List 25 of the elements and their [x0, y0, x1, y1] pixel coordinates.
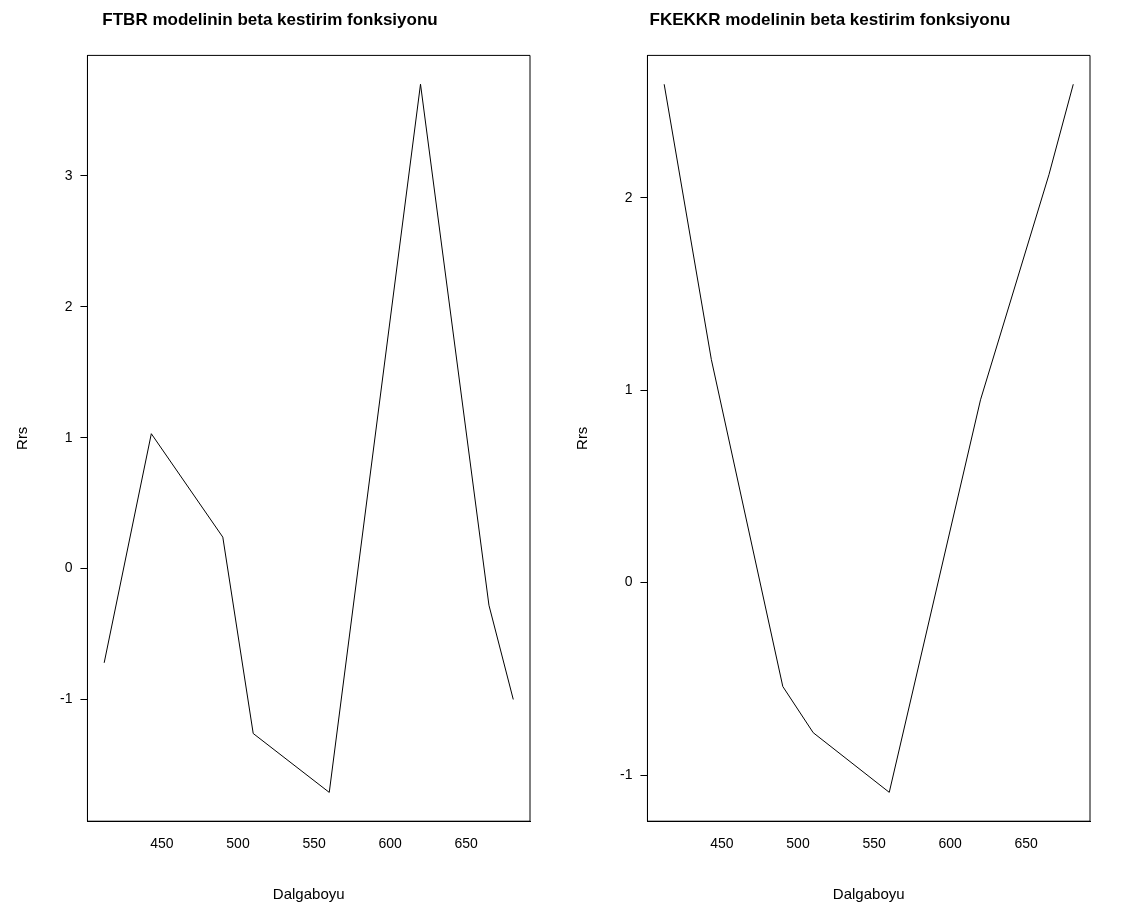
y-tick-label: -1 [620, 765, 633, 782]
x-tick-label: 450 [710, 835, 734, 852]
x-axis-title: Dalgaboyu [272, 885, 345, 903]
x-tick-label: 650 [454, 835, 479, 852]
y-tick-label: 0 [624, 573, 633, 590]
y-tick-label: 3 [64, 166, 73, 183]
y-axis-title: Rrs [13, 426, 31, 450]
x-tick-label: 600 [938, 835, 962, 852]
y-axis-title: Rrs [573, 426, 591, 450]
x-tick-label: 450 [150, 835, 174, 852]
x-tick-label: 500 [786, 835, 810, 852]
y-tick-label: -1 [60, 690, 73, 707]
chart-title: FTBR modelinin beta kestirim fonksiyonu [102, 9, 438, 29]
x-axis-title: Dalgaboyu [832, 885, 905, 903]
y-tick-label: 2 [624, 188, 633, 205]
y-tick-label: 2 [64, 297, 73, 314]
x-tick-label: 650 [1014, 835, 1039, 852]
chart-title: FKEKKR modelinin beta kestirim fonksiyonu [649, 9, 1011, 29]
x-tick-label: 550 [302, 835, 326, 852]
y-tick-label: 1 [64, 428, 73, 445]
x-tick-label: 550 [862, 835, 886, 852]
y-tick-label: 0 [64, 559, 73, 576]
x-tick-label: 500 [226, 835, 250, 852]
y-tick-label: 1 [624, 381, 633, 398]
x-tick-label: 600 [378, 835, 402, 852]
